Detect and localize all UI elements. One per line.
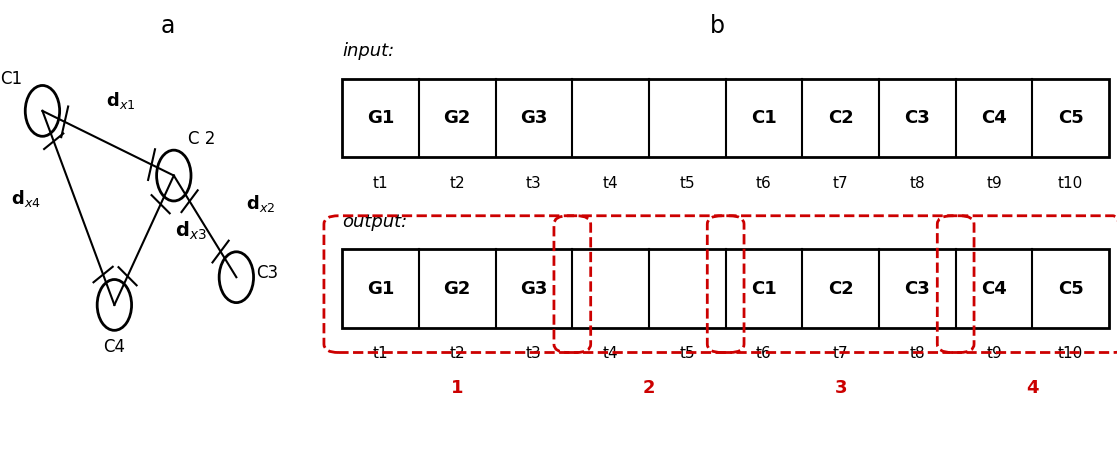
Text: t7: t7 <box>833 346 849 361</box>
Text: C4: C4 <box>104 338 125 355</box>
Text: G3: G3 <box>521 109 547 127</box>
Text: t8: t8 <box>909 346 925 361</box>
Text: G1: G1 <box>367 280 394 298</box>
Text: t4: t4 <box>603 176 619 190</box>
Text: t9: t9 <box>986 176 1002 190</box>
Text: t6: t6 <box>756 176 772 190</box>
Text: t1: t1 <box>373 176 389 190</box>
Text: t5: t5 <box>679 346 695 361</box>
Text: C1: C1 <box>751 109 776 127</box>
Text: C1: C1 <box>0 70 22 87</box>
Text: 2: 2 <box>642 379 656 397</box>
Text: t10: t10 <box>1058 176 1083 190</box>
Text: $\mathbf{d}_{x2}$: $\mathbf{d}_{x2}$ <box>246 193 275 214</box>
Bar <box>342 79 1109 157</box>
Text: 1: 1 <box>451 379 464 397</box>
Text: C1: C1 <box>751 280 776 298</box>
Text: C5: C5 <box>1058 109 1083 127</box>
Text: 3: 3 <box>834 379 847 397</box>
Text: C4: C4 <box>981 280 1006 298</box>
Text: 4: 4 <box>1027 379 1039 397</box>
Text: $\mathbf{d}_{x3}$: $\mathbf{d}_{x3}$ <box>175 220 207 242</box>
Text: G2: G2 <box>443 109 471 127</box>
Text: C5: C5 <box>1058 280 1083 298</box>
Text: C 2: C 2 <box>189 130 216 147</box>
Text: G3: G3 <box>521 280 547 298</box>
Text: t2: t2 <box>449 176 465 190</box>
Text: C3: C3 <box>905 280 930 298</box>
Text: $\mathbf{d}_{x1}$: $\mathbf{d}_{x1}$ <box>106 90 135 111</box>
Text: t3: t3 <box>526 176 542 190</box>
Text: G2: G2 <box>443 280 471 298</box>
Text: C2: C2 <box>828 109 853 127</box>
Text: t6: t6 <box>756 346 772 361</box>
Text: b: b <box>710 14 725 38</box>
Text: t8: t8 <box>909 176 925 190</box>
Text: C2: C2 <box>828 280 853 298</box>
Text: C3: C3 <box>905 109 930 127</box>
Text: t1: t1 <box>373 346 389 361</box>
Text: $\mathbf{d}_{x4}$: $\mathbf{d}_{x4}$ <box>11 188 41 209</box>
Text: a: a <box>161 14 174 38</box>
Text: t4: t4 <box>603 346 619 361</box>
Bar <box>342 249 1109 328</box>
Text: input:: input: <box>342 42 394 60</box>
Text: t9: t9 <box>986 346 1002 361</box>
Text: t7: t7 <box>833 176 849 190</box>
Text: C4: C4 <box>981 109 1006 127</box>
Text: t2: t2 <box>449 346 465 361</box>
Text: output:: output: <box>342 213 408 231</box>
Text: C3: C3 <box>257 264 279 281</box>
Text: G1: G1 <box>367 109 394 127</box>
Text: t3: t3 <box>526 346 542 361</box>
Text: t10: t10 <box>1058 346 1083 361</box>
Text: t5: t5 <box>679 176 695 190</box>
